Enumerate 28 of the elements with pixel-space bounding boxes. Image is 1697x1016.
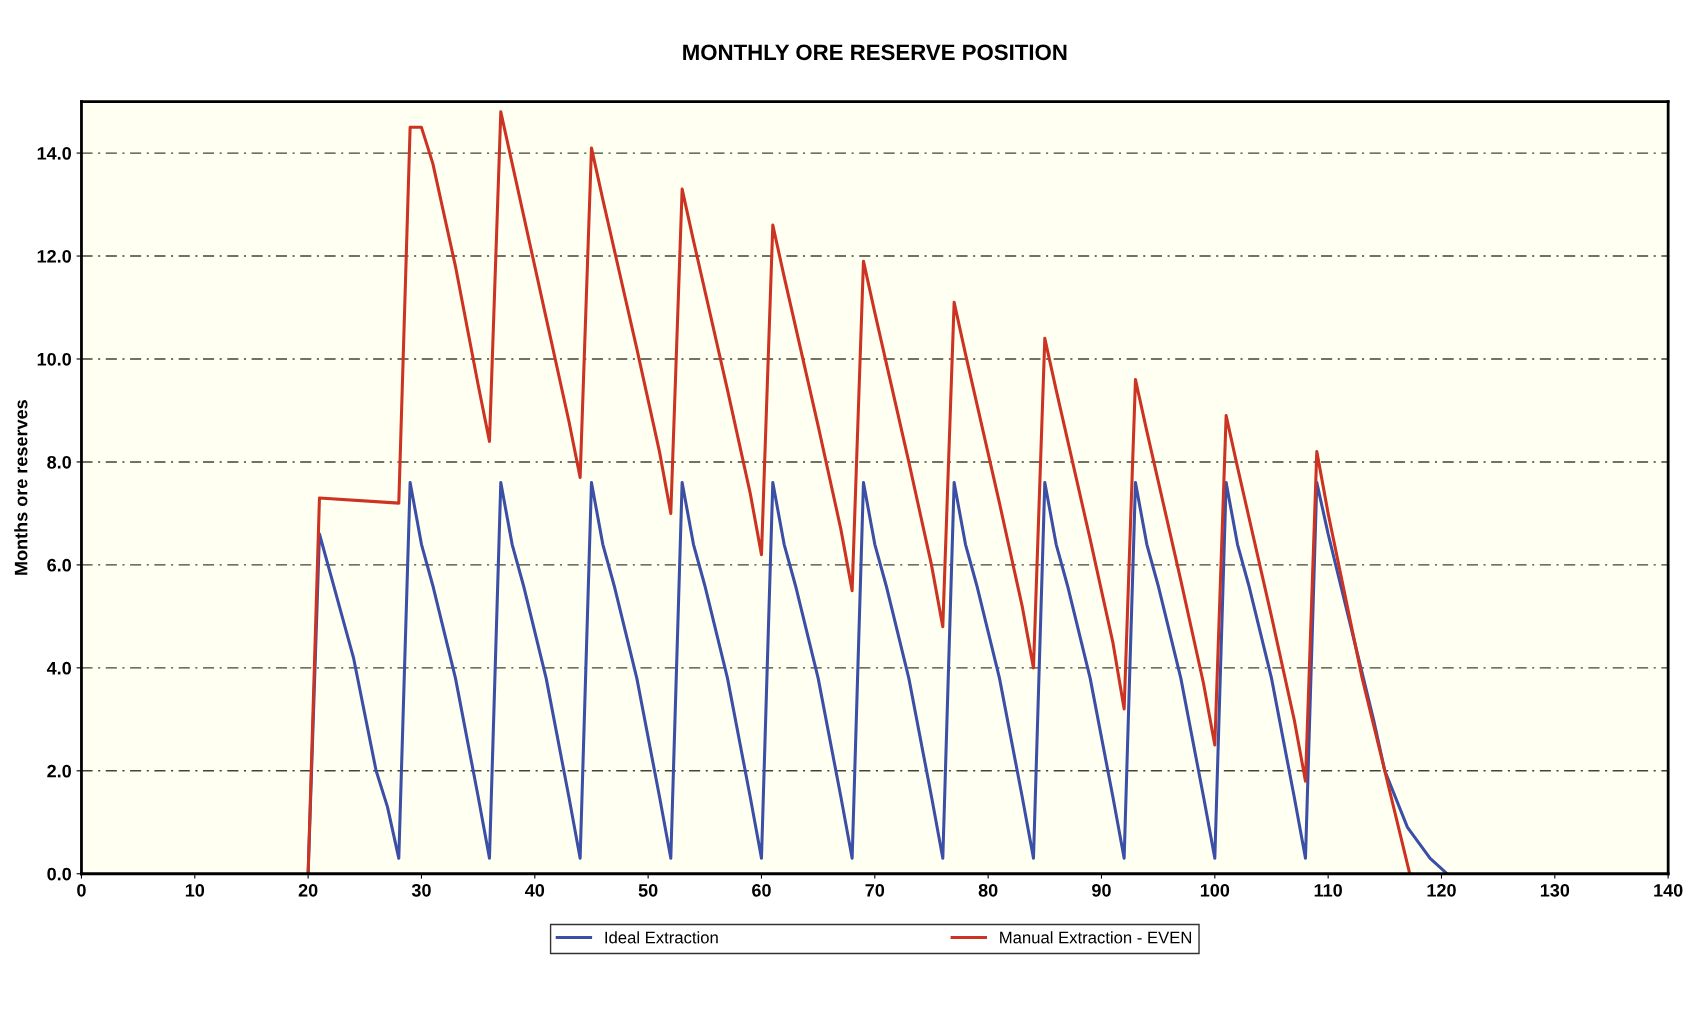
x-tick-label: 60 (752, 883, 771, 897)
x-tick-label: 80 (978, 883, 998, 897)
x-tick-label: 30 (411, 883, 431, 897)
y-tick-label: 4.0 (46, 661, 71, 675)
x-tick-label: 90 (1092, 883, 1111, 897)
x-tick-label: 70 (865, 883, 885, 897)
y-tick-label: 8.0 (47, 455, 71, 469)
legend-label: Manual Extraction - EVEN (1000, 931, 1192, 944)
x-tick-label: 100 (1200, 883, 1230, 897)
chart-title: MONTHLY ORE RESERVE POSITION (683, 44, 1067, 61)
x-tick-label: 120 (1427, 883, 1456, 897)
y-tick-label: 10.0 (37, 352, 71, 366)
y-tick-label: 14.0 (37, 147, 71, 160)
x-tick-label: 50 (638, 883, 658, 897)
x-tick-label: 40 (525, 883, 545, 897)
x-tick-label: 140 (1654, 883, 1683, 897)
line-series (306, 110, 1412, 874)
x-tick-label: 110 (1314, 883, 1342, 897)
y-axis-title: Months ore reserves (14, 400, 28, 575)
legend-label: Ideal Extraction (605, 931, 718, 944)
x-tick-label: 10 (185, 883, 205, 897)
x-tick-label: 0 (77, 883, 86, 897)
y-tick-label: 2.0 (47, 764, 71, 778)
y-tick-label: 0.0 (47, 867, 71, 881)
y-tick-label: 12.0 (37, 249, 71, 263)
x-tick-label: 20 (298, 883, 318, 897)
y-tick-label: 6.0 (47, 558, 71, 572)
x-tick-label: 130 (1540, 883, 1570, 897)
